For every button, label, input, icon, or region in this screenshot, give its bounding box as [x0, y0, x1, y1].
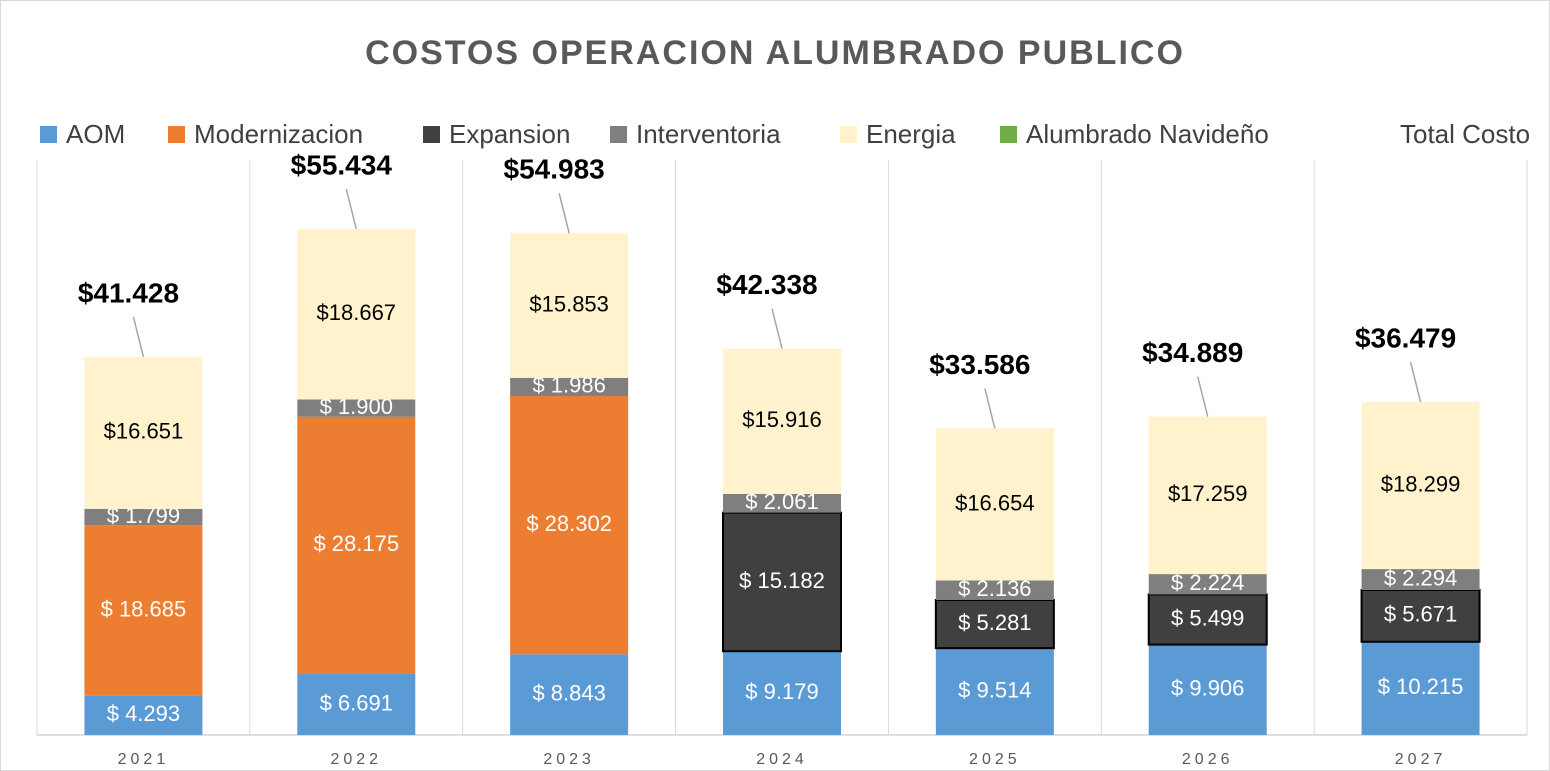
- bar-segment: [510, 377, 629, 396]
- data-label: $ 8.843: [532, 680, 605, 705]
- legend-swatch: [40, 126, 57, 143]
- bar-segment: [723, 493, 841, 513]
- total-label: $41.428: [78, 277, 179, 308]
- data-label: $ 4.293: [107, 701, 180, 726]
- legend-label: AOM: [66, 119, 125, 149]
- legend-swatch: [840, 126, 857, 143]
- x-tick-label: 2023: [543, 751, 595, 768]
- data-label: $ 15.182: [739, 568, 825, 593]
- bar-segment: [297, 399, 416, 417]
- data-label: $ 9.906: [1171, 676, 1244, 701]
- data-label: $ 18.685: [101, 596, 187, 621]
- total-leader: [771, 308, 783, 349]
- x-tick-label: 2021: [118, 751, 170, 768]
- bar-segment: [510, 233, 629, 378]
- x-tick-label: 2027: [1395, 751, 1447, 768]
- bar-segment: [934, 598, 1055, 650]
- x-tick-label: 2024: [756, 751, 808, 768]
- bar-segment: [723, 651, 841, 735]
- data-label: $15.916: [742, 407, 822, 432]
- data-label: $ 2.224: [1171, 570, 1244, 595]
- data-label: $18.667: [317, 300, 397, 325]
- data-label: $ 10.215: [1378, 674, 1464, 699]
- data-label: $ 6.691: [320, 690, 393, 715]
- bar-segment: [723, 348, 841, 494]
- data-label: $ 9.514: [958, 677, 1031, 702]
- total-leader: [1409, 361, 1422, 403]
- bar-segment: [84, 508, 203, 526]
- legend-label: Modernizacion: [194, 119, 363, 149]
- total-leader: [984, 388, 996, 429]
- total-leader: [132, 316, 145, 358]
- bar-segment: [935, 580, 1054, 600]
- data-label: $15.853: [529, 291, 609, 316]
- data-label: $ 28.175: [313, 531, 399, 556]
- chart-title: COSTOS OPERACION ALUMBRADO PUBLICO: [365, 34, 1185, 72]
- total-label: $33.586: [929, 349, 1030, 380]
- legend-swatch: [168, 126, 185, 143]
- data-label: $ 28.302: [526, 511, 612, 536]
- bar-segment: [1361, 402, 1480, 570]
- data-label: $16.651: [104, 419, 184, 444]
- x-tick-label: 2026: [1182, 751, 1234, 768]
- bar-segment: [297, 416, 416, 674]
- legend-swatch: [1000, 126, 1017, 143]
- data-label: $ 9.179: [745, 679, 818, 704]
- bar-segment: [1148, 574, 1267, 595]
- bar-segment: [297, 673, 416, 735]
- bar-segment: [84, 695, 203, 735]
- total-leader: [1196, 376, 1209, 417]
- data-label: $16.654: [955, 490, 1035, 515]
- data-label: $ 5.499: [1171, 605, 1244, 630]
- data-label: $ 2.294: [1384, 565, 1457, 590]
- total-leader: [345, 188, 358, 230]
- total-label: $54.983: [504, 154, 605, 185]
- total-label: $34.889: [1142, 337, 1243, 368]
- data-label: $18.299: [1381, 471, 1461, 496]
- data-label: $17.259: [1168, 481, 1248, 506]
- bar-segment: [935, 428, 1054, 581]
- bar-segment: [1360, 589, 1481, 643]
- bar-segment: [1148, 644, 1267, 735]
- legend-label: Expansion: [449, 119, 570, 149]
- data-label: $ 5.281: [958, 610, 1031, 635]
- bar-segment: [1148, 416, 1267, 575]
- total-leader: [558, 192, 570, 234]
- bar-segment: [84, 356, 203, 509]
- legend-swatch: [610, 126, 627, 143]
- legend-label: Interventoria: [636, 119, 781, 149]
- legend-label: Alumbrado Navideño: [1026, 119, 1269, 149]
- x-tick-label: 2022: [330, 751, 382, 768]
- data-label: $ 5.671: [1384, 602, 1457, 627]
- legend-label: Energia: [866, 119, 956, 149]
- bar-segment: [935, 648, 1054, 735]
- bar-segment: [1361, 569, 1480, 591]
- legend-label: Total Costo: [1400, 119, 1530, 149]
- bar-segment: [510, 654, 629, 735]
- bar-segment: [1361, 641, 1480, 735]
- total-label: $36.479: [1355, 322, 1456, 353]
- total-label: $55.434: [291, 149, 393, 180]
- total-label: $42.338: [716, 269, 817, 300]
- legend-swatch: [423, 126, 440, 143]
- bar-segment: [297, 229, 416, 400]
- bar-segment: [510, 395, 629, 655]
- bar-segment: [84, 525, 203, 696]
- x-tick-label: 2025: [969, 751, 1021, 768]
